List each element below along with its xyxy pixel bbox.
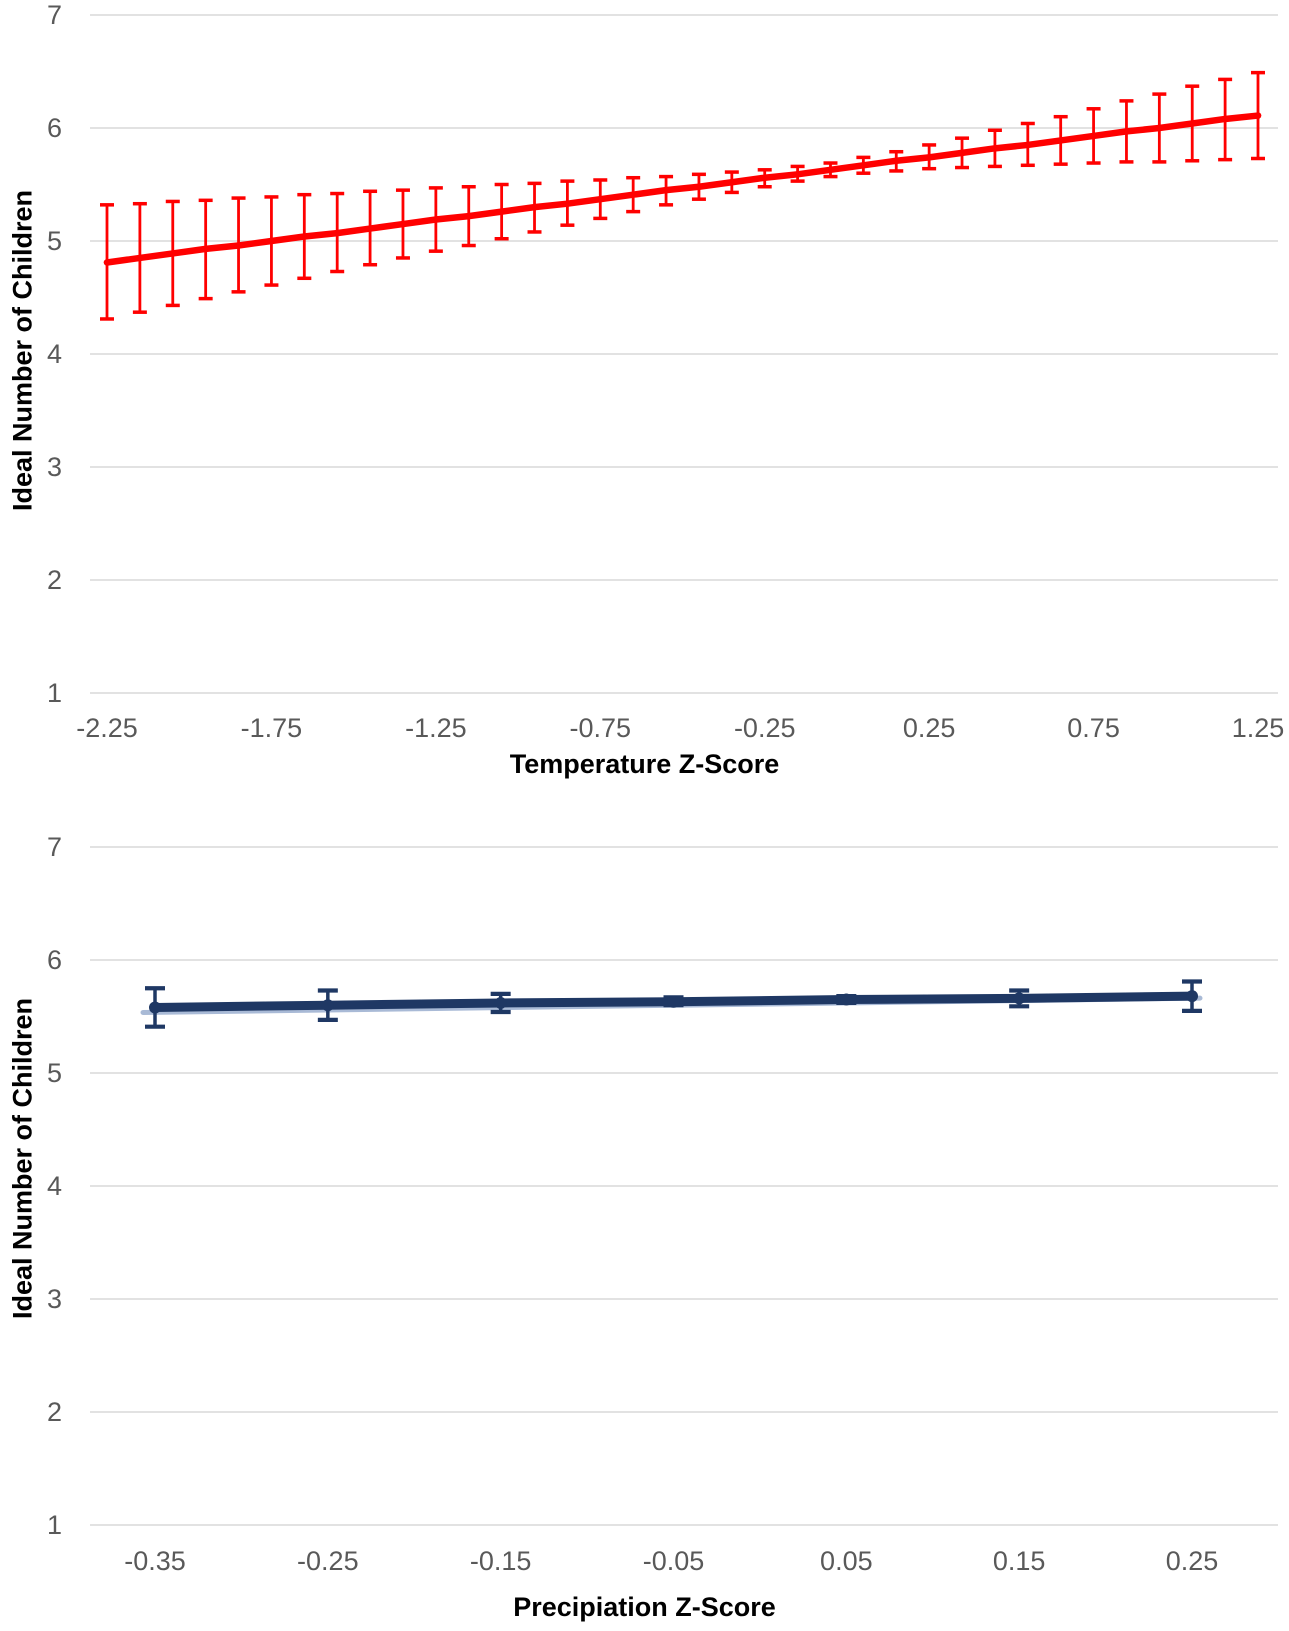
y-tick-label: 4 bbox=[47, 1171, 62, 1201]
x-tick-label: 0.05 bbox=[820, 1546, 873, 1576]
data-point-marker bbox=[1057, 137, 1064, 144]
y-tick-label: 2 bbox=[47, 565, 62, 595]
x-tick-label: -0.35 bbox=[124, 1546, 186, 1576]
data-point-marker bbox=[958, 149, 966, 157]
data-point-marker bbox=[695, 183, 703, 190]
y-tick-label: 5 bbox=[47, 226, 62, 256]
data-point-marker bbox=[366, 225, 374, 232]
data-point-marker bbox=[564, 200, 571, 207]
data-point-marker bbox=[1186, 990, 1198, 1003]
y-tick-label: 4 bbox=[47, 339, 62, 369]
x-tick-label: 1.25 bbox=[1232, 713, 1285, 743]
data-point-marker bbox=[432, 216, 440, 223]
data-point-marker bbox=[597, 195, 604, 203]
x-tick-label: 0.25 bbox=[1166, 1546, 1219, 1576]
data-point-marker bbox=[103, 259, 111, 266]
x-tick-label: -0.15 bbox=[470, 1546, 532, 1576]
data-point-marker bbox=[1024, 141, 1032, 149]
data-point-marker bbox=[334, 229, 341, 237]
data-point-marker bbox=[1156, 124, 1163, 132]
y-tick-label: 7 bbox=[47, 0, 62, 30]
data-point-marker bbox=[991, 145, 999, 152]
x-tick-label: -1.75 bbox=[241, 713, 303, 743]
data-point-marker bbox=[399, 220, 407, 228]
x-tick-label: -0.25 bbox=[297, 1546, 359, 1576]
data-point-marker bbox=[268, 237, 275, 245]
data-point-marker bbox=[662, 186, 670, 194]
x-tick-label: 0.75 bbox=[1067, 713, 1120, 743]
data-point-marker bbox=[667, 995, 680, 1008]
data-point-marker bbox=[1090, 132, 1097, 140]
x-tick-label: -2.25 bbox=[76, 713, 138, 743]
series-line bbox=[103, 112, 1262, 266]
data-point-marker bbox=[893, 157, 900, 164]
data-point-marker bbox=[761, 174, 768, 181]
data-point-marker bbox=[629, 191, 637, 198]
temperature-x-axis-title: Temperature Z-Score bbox=[509, 749, 780, 779]
data-point-marker bbox=[1013, 992, 1026, 1005]
temperature-y-axis-title: Ideal Number of Children bbox=[7, 189, 38, 511]
y-tick-label: 3 bbox=[47, 1284, 62, 1314]
x-tick-label: -0.05 bbox=[643, 1546, 705, 1576]
data-point-marker bbox=[235, 242, 242, 249]
data-point-marker bbox=[136, 254, 144, 262]
x-tick-label: 0.25 bbox=[903, 713, 956, 743]
y-tick-label: 2 bbox=[47, 1397, 62, 1427]
data-point-marker bbox=[494, 996, 507, 1009]
y-tick-label: 7 bbox=[47, 832, 62, 862]
data-point-marker bbox=[1189, 120, 1196, 127]
data-point-marker bbox=[860, 162, 867, 169]
y-tick-label: 3 bbox=[47, 452, 62, 482]
data-point-marker bbox=[498, 208, 505, 215]
data-point-marker bbox=[321, 999, 334, 1012]
precipitation-x-axis-title: Precipiation Z-Score bbox=[513, 1592, 776, 1622]
y-tick-label: 1 bbox=[47, 1510, 62, 1540]
x-tick-label: 0.15 bbox=[993, 1546, 1046, 1576]
y-tick-label: 6 bbox=[47, 113, 62, 143]
y-tick-label: 6 bbox=[47, 945, 62, 975]
data-point-marker bbox=[531, 203, 538, 211]
data-point-marker bbox=[169, 250, 176, 257]
y-tick-label: 5 bbox=[47, 1058, 62, 1088]
data-point-marker bbox=[840, 993, 853, 1006]
data-point-marker bbox=[827, 166, 834, 174]
temperature-chart: 7 6 5 4 3 2 1 -2.25 -1.75 -1.25 -0.75 -0.25 0.25 0.75… bbox=[47, 0, 1284, 743]
data-point-marker bbox=[794, 171, 801, 178]
y-tick-label: 1 bbox=[47, 678, 62, 708]
data-point-marker bbox=[202, 245, 209, 253]
data-point-marker bbox=[465, 212, 472, 220]
x-tick-label: -0.25 bbox=[734, 713, 796, 743]
data-point-marker bbox=[1221, 115, 1229, 123]
data-point-marker bbox=[301, 233, 308, 240]
precipitation-chart: 7 6 5 4 3 2 1 -0.35 -0.25 -0.15 -0.05 0.05 0.15 0.25 bbox=[47, 832, 1278, 1576]
data-point-marker bbox=[728, 179, 736, 186]
x-tick-label: -0.75 bbox=[570, 713, 632, 743]
data-point-marker bbox=[1254, 112, 1262, 119]
precipitation-y-axis-title: Ideal Number of Children bbox=[7, 997, 38, 1319]
x-tick-label: -1.25 bbox=[405, 713, 467, 743]
data-point-marker bbox=[925, 154, 933, 161]
data-point-marker bbox=[1123, 128, 1130, 135]
data-point-marker bbox=[149, 1001, 161, 1014]
